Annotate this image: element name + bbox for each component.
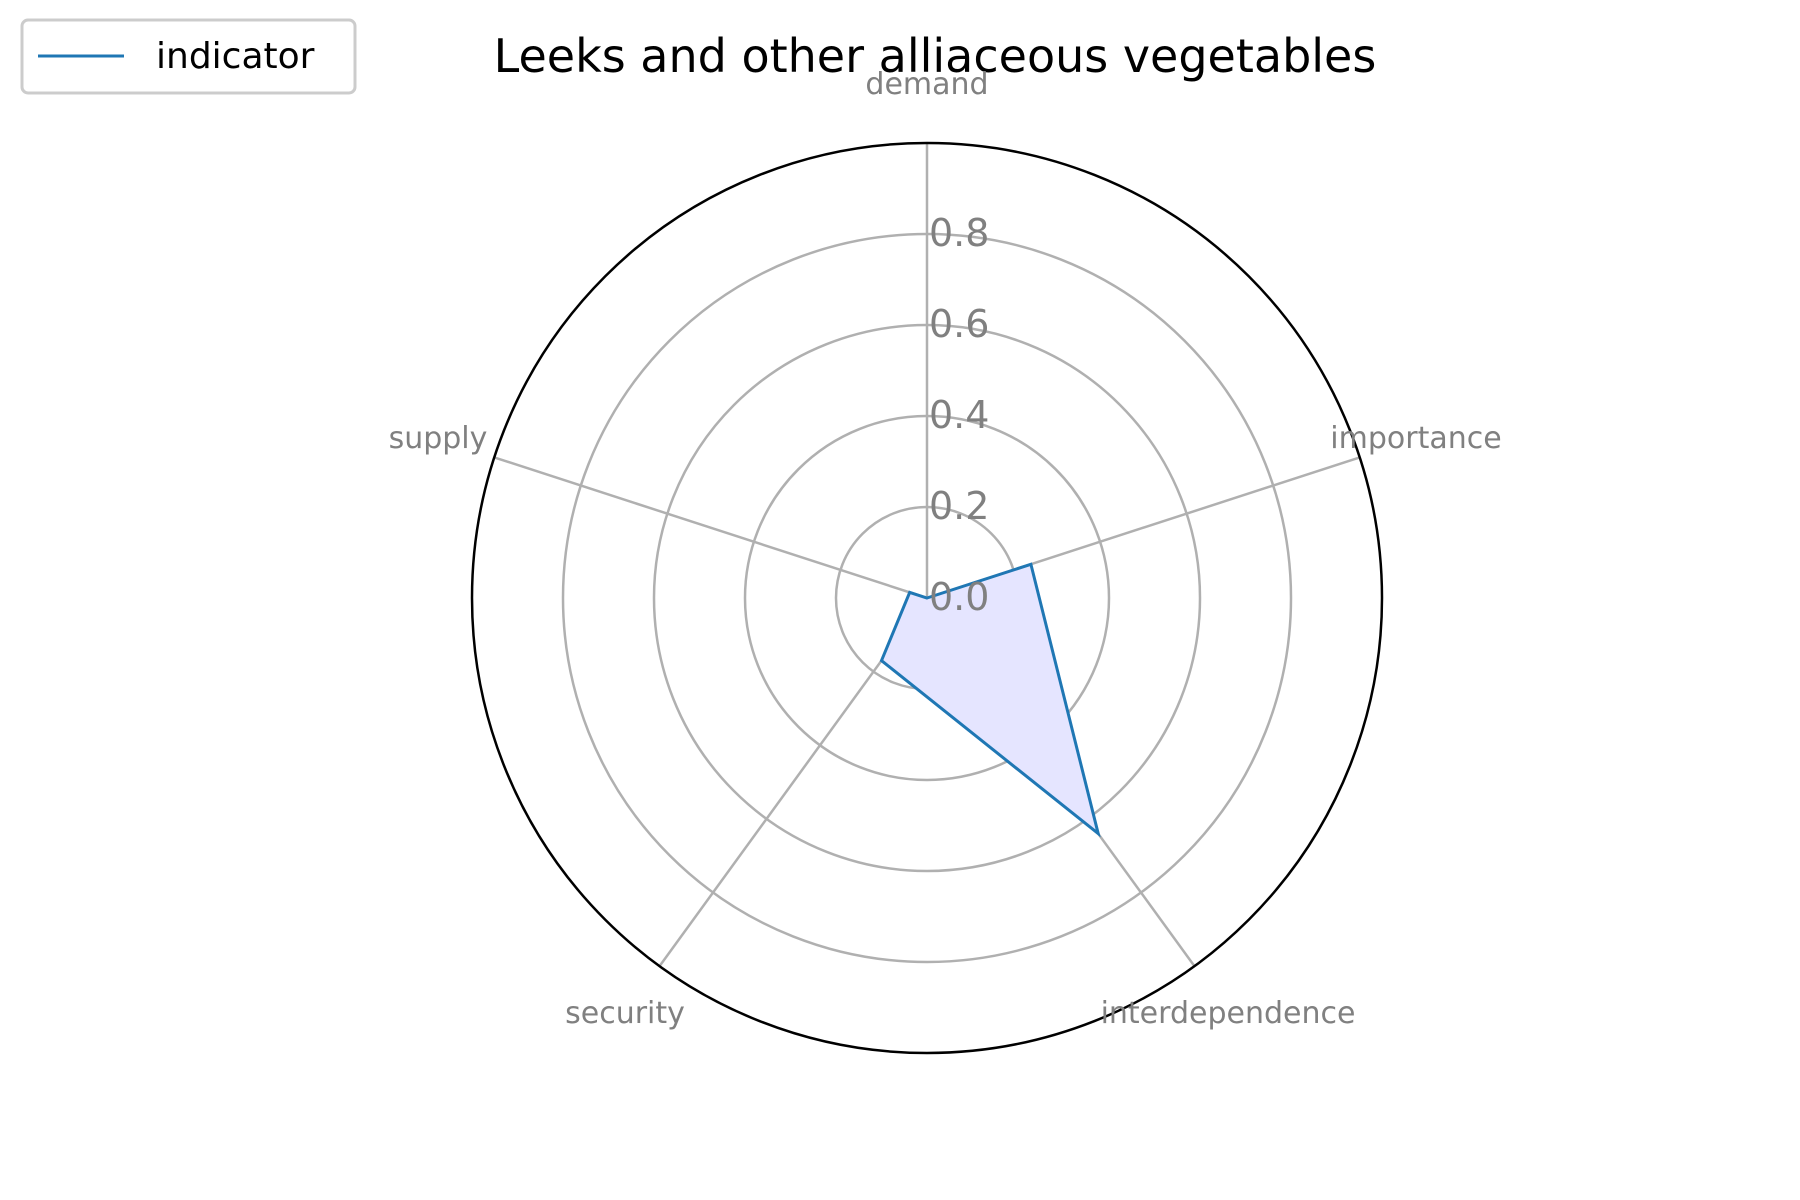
axis-label-importance: importance — [1330, 421, 1501, 456]
legend-label-indicator: indicator — [156, 36, 315, 77]
r-tick-label-1: 0.2 — [929, 484, 989, 528]
data-point-interdependence — [1097, 833, 1099, 835]
series-fill-indicator — [881, 564, 1099, 834]
data-point-importance — [1030, 563, 1032, 565]
data-layer — [879, 562, 1101, 838]
label-layer: 0.0 0.2 0.4 0.6 0.8 demand importance interdepe… — [389, 67, 1502, 1031]
axis-label-demand: demand — [865, 67, 988, 102]
data-point-supply — [909, 591, 911, 593]
r-tick-label-0: 0.0 — [929, 575, 989, 619]
chart-title: Leeks and other alliaceous vegetables — [494, 29, 1377, 83]
polar-frame — [470, 141, 1384, 1055]
data-point-demand — [926, 597, 928, 599]
legend: indicator — [20, 18, 357, 95]
r-tick-label-2: 0.4 — [929, 393, 989, 437]
axis-label-interdependence: interdependence — [1101, 996, 1356, 1031]
legend-frame — [20, 18, 357, 95]
spoke-supply — [493, 456, 928, 600]
grid-layer — [470, 141, 1384, 1055]
axis-label-supply: supply — [389, 421, 488, 456]
r-tick-label-3: 0.6 — [929, 302, 989, 346]
axis-label-security: security — [565, 996, 685, 1031]
r-tick-label-4: 0.8 — [929, 211, 989, 255]
series-line-indicator — [879, 562, 1101, 838]
data-point-security — [881, 660, 883, 662]
